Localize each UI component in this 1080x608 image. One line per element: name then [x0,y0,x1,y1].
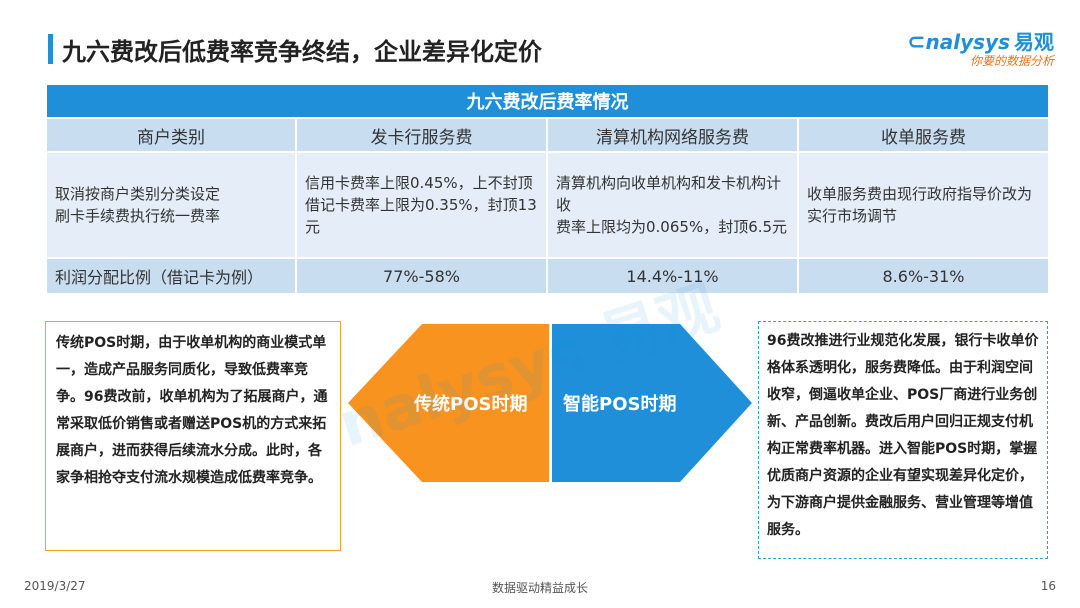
column-header: 发卡行服务费 [295,117,548,153]
logo-slogan: 你要的数据分析 [969,54,1054,68]
logo-text: nalysys [925,30,1010,54]
table-caption: 九六费改后费率情况 [45,83,1050,119]
traditional-pos-label: 传统POS时期 [414,394,528,415]
logo-mark-icon: ⊂ [907,30,926,55]
smart-pos-textbox: 96费改推进行业规范化发展，银行卡收单价格体系透明化，服务费降低。由于利润空间收… [758,321,1048,559]
page-title: 九六费改后低费率竞争终结，企业差异化定价 [62,38,542,66]
table-row: 利润分配比例（借记卡为例） 77%-58% 14.4%-11% 8.6%-31% [45,257,1050,295]
table-cell: 收单服务费由现行政府指导价改为实行市场调节 [797,151,1050,259]
analysys-logo: ⊂nalysys 易观 你要的数据分析 [907,26,1054,72]
left-arrow-shape [348,324,549,482]
column-header: 商户类别 [45,117,297,153]
title-accent-bar [48,34,53,64]
table-header-row: 商户类别 发卡行服务费 清算机构网络服务费 收单服务费 [45,117,1050,153]
table-cell: 14.4%-11% [546,257,799,295]
footer-slogan: 数据驱动精益成长 [491,581,588,595]
table-cell: 利润分配比例（借记卡为例） [45,257,297,295]
footer-date: 2019/3/27 [24,579,86,593]
column-header: 清算机构网络服务费 [546,117,799,153]
fee-rate-table: 九六费改后费率情况 商户类别 发卡行服务费 清算机构网络服务费 收单服务费 取消… [45,83,1050,295]
right-arrow-shape [552,324,752,482]
column-header: 收单服务费 [797,117,1050,153]
logo-cn: 易观 [1014,30,1054,54]
smart-pos-label: 智能POS时期 [563,394,677,415]
table-cell: 信用卡费率上限0.45%，上不封顶 借记卡费率上限为0.35%，封顶13元 [295,151,548,259]
logo-main: ⊂nalysys 易观 [907,26,1054,55]
table-cell: 取消按商户类别分类设定 刷卡手续费执行统一费率 [45,151,297,259]
transition-arrows [348,324,752,482]
table-cell: 8.6%-31% [797,257,1050,295]
traditional-pos-textbox: 传统POS时期，由于收单机构的商业模式单一，造成产品服务同质化，导致低费率竞争。… [45,321,341,551]
table-row: 取消按商户类别分类设定 刷卡手续费执行统一费率 信用卡费率上限0.45%，上不封… [45,151,1050,259]
table-cell: 77%-58% [295,257,548,295]
table-cell: 清算机构向收单机构和发卡机构计收 费率上限均为0.065%，封顶6.5元 [546,151,799,259]
page-number: 16 [1040,579,1056,593]
